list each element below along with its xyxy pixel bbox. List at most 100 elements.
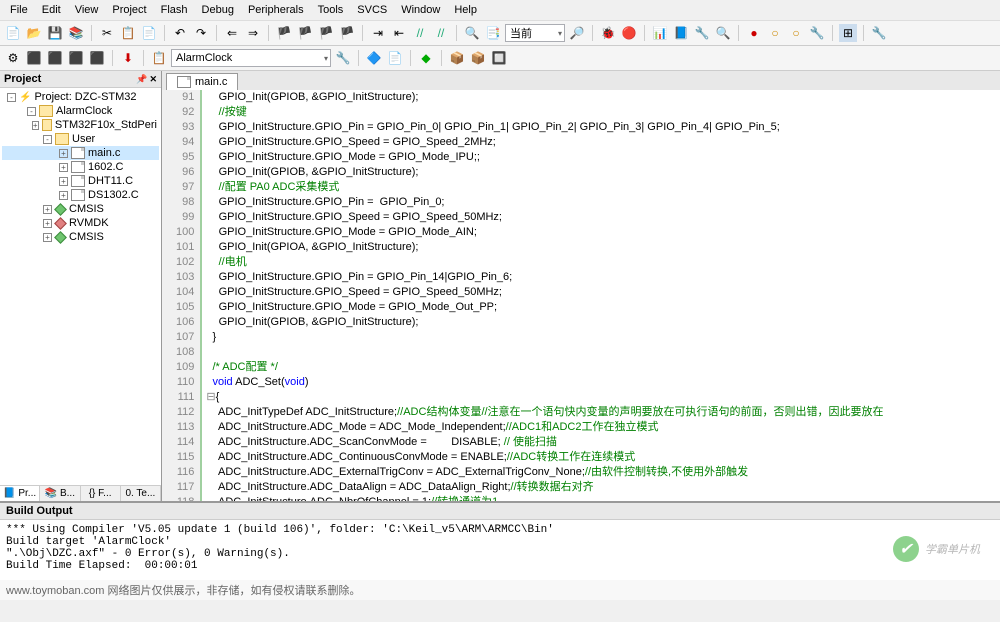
project-sidebar: Project 📌 ✕ -⚡Project: DZC-STM32-AlarmCl… xyxy=(0,71,162,501)
file-tab-main[interactable]: main.c xyxy=(166,73,238,90)
breakpoint-button[interactable]: 🔴 xyxy=(620,24,638,42)
file-tab-label: main.c xyxy=(195,76,227,88)
build-output-title: Build Output xyxy=(0,503,1000,520)
redo-button[interactable]: ↷ xyxy=(192,24,210,42)
save-button[interactable]: 💾 xyxy=(46,24,64,42)
translate-button[interactable]: ⚙ xyxy=(4,49,22,67)
sidebar-tabs: 📘 Pr...📚 B...{} F...0. Te... xyxy=(0,485,161,501)
tree-group-1[interactable]: -User xyxy=(2,132,159,146)
comment-button[interactable]: // xyxy=(411,24,429,42)
manage-rte-button[interactable]: ◆ xyxy=(417,49,435,67)
main-toolbar: 📄 📂 💾 📚 ✂ 📋 📄 ↶ ↷ ⇐ ⇒ 🏴 🏴 🏴 🏴 ⇥ ⇤ // // … xyxy=(0,21,1000,46)
project-panel-title: Project 📌 ✕ xyxy=(0,71,161,88)
tools-button[interactable]: 🔧 xyxy=(808,24,826,42)
menu-window[interactable]: Window xyxy=(395,2,446,18)
target-dropdown[interactable]: AlarmClock xyxy=(171,49,331,67)
sidebar-tab-3[interactable]: 0. Te... xyxy=(121,486,161,501)
menu-file[interactable]: File xyxy=(4,2,34,18)
save-all-button[interactable]: 📚 xyxy=(67,24,85,42)
new-file-button[interactable]: 📄 xyxy=(4,24,22,42)
watermark-text: 学霸单片机 xyxy=(925,541,980,557)
build-output-text[interactable]: *** Using Compiler 'V5.05 update 1 (buil… xyxy=(0,520,1000,580)
project-tree[interactable]: -⚡Project: DZC-STM32-AlarmClock+STM32F10… xyxy=(0,88,161,485)
menu-peripherals[interactable]: Peripherals xyxy=(242,2,310,18)
footer-watermark: www.toymoban.com 网络图片仅供展示，非存储，如有侵权请联系删除。 xyxy=(0,580,1000,600)
build-all-button[interactable]: ⬛ xyxy=(67,49,85,67)
record-button[interactable]: ● xyxy=(745,24,763,42)
nav-back-button[interactable]: ⇐ xyxy=(223,24,241,42)
select-pack-button[interactable]: 📦 xyxy=(448,49,466,67)
menu-edit[interactable]: Edit xyxy=(36,2,67,18)
window-layout-button[interactable]: ⊞ xyxy=(839,24,857,42)
tree-file-1602-C[interactable]: +1602.C xyxy=(2,160,159,174)
tree-target[interactable]: -AlarmClock xyxy=(2,104,159,118)
menu-tools[interactable]: Tools xyxy=(312,2,350,18)
wechat-icon: ✔ xyxy=(893,536,919,562)
tree-group-2[interactable]: +CMSIS xyxy=(2,202,159,216)
menu-help[interactable]: Help xyxy=(448,2,483,18)
menu-flash[interactable]: Flash xyxy=(155,2,194,18)
menu-svcs[interactable]: SVCS xyxy=(351,2,393,18)
find-in-files-button[interactable]: 🔎 xyxy=(568,24,586,42)
indent-button[interactable]: ⇥ xyxy=(369,24,387,42)
bookmark-prev-button[interactable]: 🏴 xyxy=(296,24,314,42)
download-button[interactable]: ⬇ xyxy=(119,49,137,67)
main-area: Project 📌 ✕ -⚡Project: DZC-STM32-AlarmCl… xyxy=(0,71,1000,501)
sidebar-tab-0[interactable]: 📘 Pr... xyxy=(0,486,40,501)
uncomment-button[interactable]: // xyxy=(432,24,450,42)
functions-window-button[interactable]: 🔧 xyxy=(693,24,711,42)
panel-pin-icon[interactable]: 📌 xyxy=(136,74,147,85)
tree-group-4[interactable]: +CMSIS xyxy=(2,230,159,244)
undo-button[interactable]: ↶ xyxy=(171,24,189,42)
sidebar-tab-1[interactable]: 📚 B... xyxy=(40,486,80,501)
bookmark-next-button[interactable]: 🏴 xyxy=(317,24,335,42)
debug-button[interactable]: 🐞 xyxy=(599,24,617,42)
pack-installer-button[interactable]: 📦 xyxy=(469,49,487,67)
rebuild-button[interactable]: ⬛ xyxy=(46,49,64,67)
line-gutter: 9192939495969798991001011021031041051061… xyxy=(162,90,202,501)
find-dropdown[interactable]: 当前 xyxy=(505,24,565,42)
find-next-button[interactable]: 📑 xyxy=(484,24,502,42)
stop-build-button[interactable]: ⬛ xyxy=(88,49,106,67)
tree-file-DHT11-C[interactable]: +DHT11.C xyxy=(2,174,159,188)
outdent-button[interactable]: ⇤ xyxy=(390,24,408,42)
manage-button[interactable]: 🔷 xyxy=(365,49,383,67)
bookmark-toggle-button[interactable]: 🏴 xyxy=(275,24,293,42)
copy-button[interactable]: 📋 xyxy=(119,24,137,42)
paste-button[interactable]: 📄 xyxy=(140,24,158,42)
build-button[interactable]: ⬛ xyxy=(25,49,43,67)
find-button[interactable]: 🔍 xyxy=(463,24,481,42)
file-icon xyxy=(177,76,191,88)
tree-group-3[interactable]: +RVMDK xyxy=(2,216,159,230)
code-content[interactable]: GPIO_Init(GPIOB, &GPIO_InitStructure); /… xyxy=(202,90,1000,501)
menu-project[interactable]: Project xyxy=(106,2,152,18)
brand-watermark: ✔ 学霸单片机 xyxy=(893,536,980,562)
open-button[interactable]: 📂 xyxy=(25,24,43,42)
tree-group-0[interactable]: +STM32F10x_StdPeri xyxy=(2,118,159,132)
help-button[interactable]: 🔧 xyxy=(870,24,888,42)
play-record-button[interactable]: ○ xyxy=(787,24,805,42)
cut-button[interactable]: ✂ xyxy=(98,24,116,42)
project-window-button[interactable]: 📊 xyxy=(651,24,669,42)
config-wizard-button[interactable]: 🔲 xyxy=(490,49,508,67)
tree-project-root[interactable]: -⚡Project: DZC-STM32 xyxy=(2,90,159,104)
menu-view[interactable]: View xyxy=(69,2,105,18)
bookmark-clear-button[interactable]: 🏴 xyxy=(338,24,356,42)
nav-forward-button[interactable]: ⇒ xyxy=(244,24,262,42)
sidebar-tab-2[interactable]: {} F... xyxy=(81,486,121,501)
build-output-panel: Build Output *** Using Compiler 'V5.05 u… xyxy=(0,501,1000,580)
file-ext-button[interactable]: 📄 xyxy=(386,49,404,67)
code-editor[interactable]: 9192939495969798991001011021031041051061… xyxy=(162,90,1000,501)
target-options-button[interactable]: 📋 xyxy=(150,49,168,67)
menu-debug[interactable]: Debug xyxy=(196,2,240,18)
tree-file-DS1302-C[interactable]: +DS1302.C xyxy=(2,188,159,202)
configure-button[interactable]: 🔍 xyxy=(714,24,732,42)
panel-close-icon[interactable]: ✕ xyxy=(149,74,157,85)
options-button[interactable]: 🔧 xyxy=(334,49,352,67)
tree-file-main-c[interactable]: +main.c xyxy=(2,146,159,160)
books-window-button[interactable]: 📘 xyxy=(672,24,690,42)
build-toolbar: ⚙ ⬛ ⬛ ⬛ ⬛ ⬇ 📋 AlarmClock 🔧 🔷 📄 ◆ 📦 📦 🔲 xyxy=(0,46,1000,71)
stop-record-button[interactable]: ○ xyxy=(766,24,784,42)
project-panel-label: Project xyxy=(4,73,41,85)
menu-bar: FileEditViewProjectFlashDebugPeripherals… xyxy=(0,0,1000,21)
